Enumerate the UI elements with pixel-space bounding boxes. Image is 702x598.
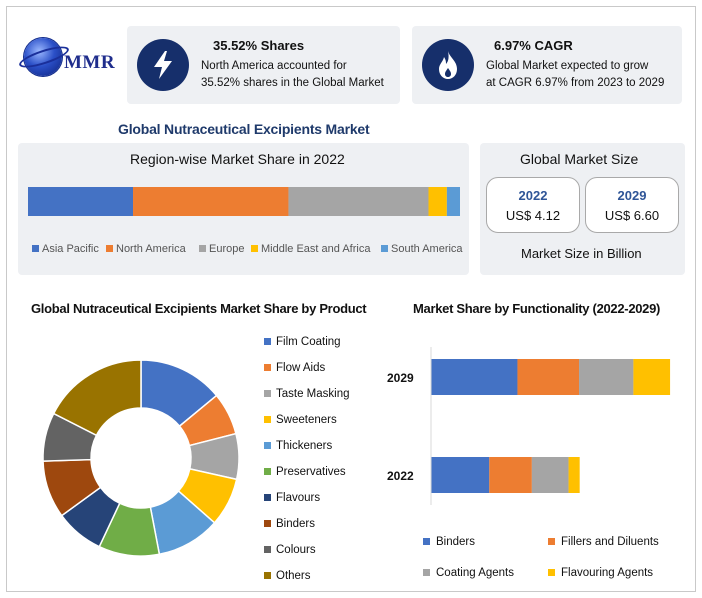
region-chart-title: Region-wise Market Share in 2022 <box>130 151 345 167</box>
market-size-year: 2022 <box>518 188 548 203</box>
region-legend-asia-pacific: Asia Pacific <box>32 243 99 255</box>
product-legend-sweeteners: Sweeteners <box>264 414 337 426</box>
legend-label: Europe <box>209 243 245 255</box>
lightning-icon <box>137 39 189 91</box>
market-size-year: 2029 <box>617 188 647 203</box>
legend-label: Taste Masking <box>276 388 350 400</box>
region-bar-europe <box>288 187 429 216</box>
product-legend-binders: Binders <box>264 518 315 530</box>
stat-title: 6.97% CAGR <box>494 38 573 53</box>
stat-text-line1: North America accounted for <box>201 60 347 72</box>
legend-label: Colours <box>276 544 316 556</box>
region-panel: Region-wise Market Share in 2022 Asia Pa… <box>18 143 469 275</box>
region-bar-north-america <box>133 187 289 216</box>
globe-icon <box>24 38 62 76</box>
legend-label: Thickeners <box>276 440 333 452</box>
product-legend-others: Others <box>264 570 311 582</box>
bar-2029-coating-agents <box>579 359 634 395</box>
region-legend-north-america: North America <box>106 243 186 255</box>
product-legend-flavours: Flavours <box>264 492 320 504</box>
product-legend-preservatives: Preservatives <box>264 466 346 478</box>
y-axis-label-2022: 2022 <box>387 469 414 483</box>
product-legend-taste-masking: Taste Masking <box>264 388 350 400</box>
y-axis-label-2029: 2029 <box>387 371 414 385</box>
legend-label: Binders <box>436 536 475 548</box>
bar-2022-coating-agents <box>531 457 569 493</box>
region-bar-middle-east-and-africa <box>428 187 447 216</box>
stat-card-shares: 35.52% Shares North America accounted fo… <box>127 26 400 104</box>
legend-label: Flavours <box>276 492 321 504</box>
functionality-legend-binders: Binders <box>423 536 475 548</box>
market-size-box-2029: 2029 US$ 6.60 <box>585 177 679 233</box>
product-legend-thickeners: Thickeners <box>264 440 332 452</box>
bar-2022-flavouring-agents <box>568 457 580 493</box>
bar-2029-binders <box>431 359 518 395</box>
legend-label: Sweeteners <box>276 414 337 426</box>
region-legend-europe: Europe <box>199 243 244 255</box>
legend-label: Middle East and Africa <box>261 243 371 255</box>
functionality-stacked-bar-chart: 2029 2022 <box>387 347 671 505</box>
market-size-panel: Global Market Size 2022 US$ 4.12 2029 US… <box>480 143 685 275</box>
region-bar-south-america <box>446 187 460 216</box>
product-legend-colours: Colours <box>264 544 316 556</box>
product-chart-title: Global Nutraceutical Excipients Market S… <box>31 301 367 316</box>
legend-label: Fillers and Diluents <box>561 536 659 548</box>
product-donut-chart <box>42 359 240 557</box>
legend-label: Coating Agents <box>436 567 515 579</box>
bar-2022-binders <box>431 457 490 493</box>
legend-label: Asia Pacific <box>42 243 99 255</box>
product-legend-flow-aids: Flow Aids <box>264 362 325 374</box>
market-size-box-2022: 2022 US$ 4.12 <box>486 177 580 233</box>
product-legend-film-coating: Film Coating <box>264 336 341 348</box>
legend-label: Binders <box>276 518 315 530</box>
legend-label: Others <box>276 570 311 582</box>
flame-icon <box>422 39 474 91</box>
stat-text-line2: 35.52% shares in the Global Market <box>201 77 384 89</box>
market-size-value: US$ 6.60 <box>604 208 660 223</box>
functionality-legend-fillers-and-diluents: Fillers and Diluents <box>548 536 659 548</box>
market-size-title: Global Market Size <box>520 151 639 167</box>
bar-2029-flavouring-agents <box>633 359 671 395</box>
stat-text-line1: Global Market expected to grow <box>486 60 649 72</box>
logo-text: MMR <box>64 52 116 73</box>
market-size-caption: Market Size in Billion <box>521 246 642 261</box>
functionality-chart-title: Market Share by Functionality (2022-2029… <box>413 301 661 316</box>
donut-slice-others <box>52 359 142 437</box>
functionality-legend-flavouring-agents: Flavouring Agents <box>548 567 653 579</box>
legend-label: Flow Aids <box>276 362 326 374</box>
legend-label: South America <box>391 243 463 255</box>
region-legend-south-america: South America <box>381 243 463 255</box>
legend-label: North America <box>116 243 186 255</box>
stat-card-cagr: 6.97% CAGR Global Market expected to gro… <box>412 26 682 104</box>
legend-label: Preservatives <box>276 466 346 478</box>
bar-2022-fillers-and-diluents <box>489 457 532 493</box>
legend-label: Flavouring Agents <box>561 567 654 579</box>
bar-2029-fillers-and-diluents <box>517 359 580 395</box>
page-title: Global Nutraceutical Excipients Market <box>118 121 370 137</box>
region-stacked-bar-chart <box>28 187 460 216</box>
stat-title: 35.52% Shares <box>213 38 305 53</box>
stat-text-line2: at CAGR 6.97% from 2023 to 2029 <box>486 77 665 89</box>
legend-label: Film Coating <box>276 336 341 348</box>
mmr-logo: MMR <box>17 36 122 82</box>
functionality-legend-coating-agents: Coating Agents <box>423 567 514 579</box>
region-legend-middle-east-and-africa: Middle East and Africa <box>251 243 370 255</box>
market-size-value: US$ 4.12 <box>505 208 561 223</box>
region-bar-asia-pacific <box>28 187 134 216</box>
